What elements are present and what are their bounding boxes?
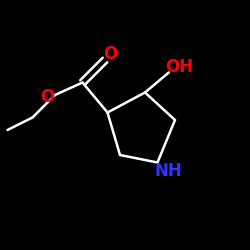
Text: OH: OH bbox=[165, 58, 193, 76]
Text: O: O bbox=[40, 88, 54, 106]
Text: O: O bbox=[103, 45, 117, 63]
Text: NH: NH bbox=[155, 162, 182, 180]
